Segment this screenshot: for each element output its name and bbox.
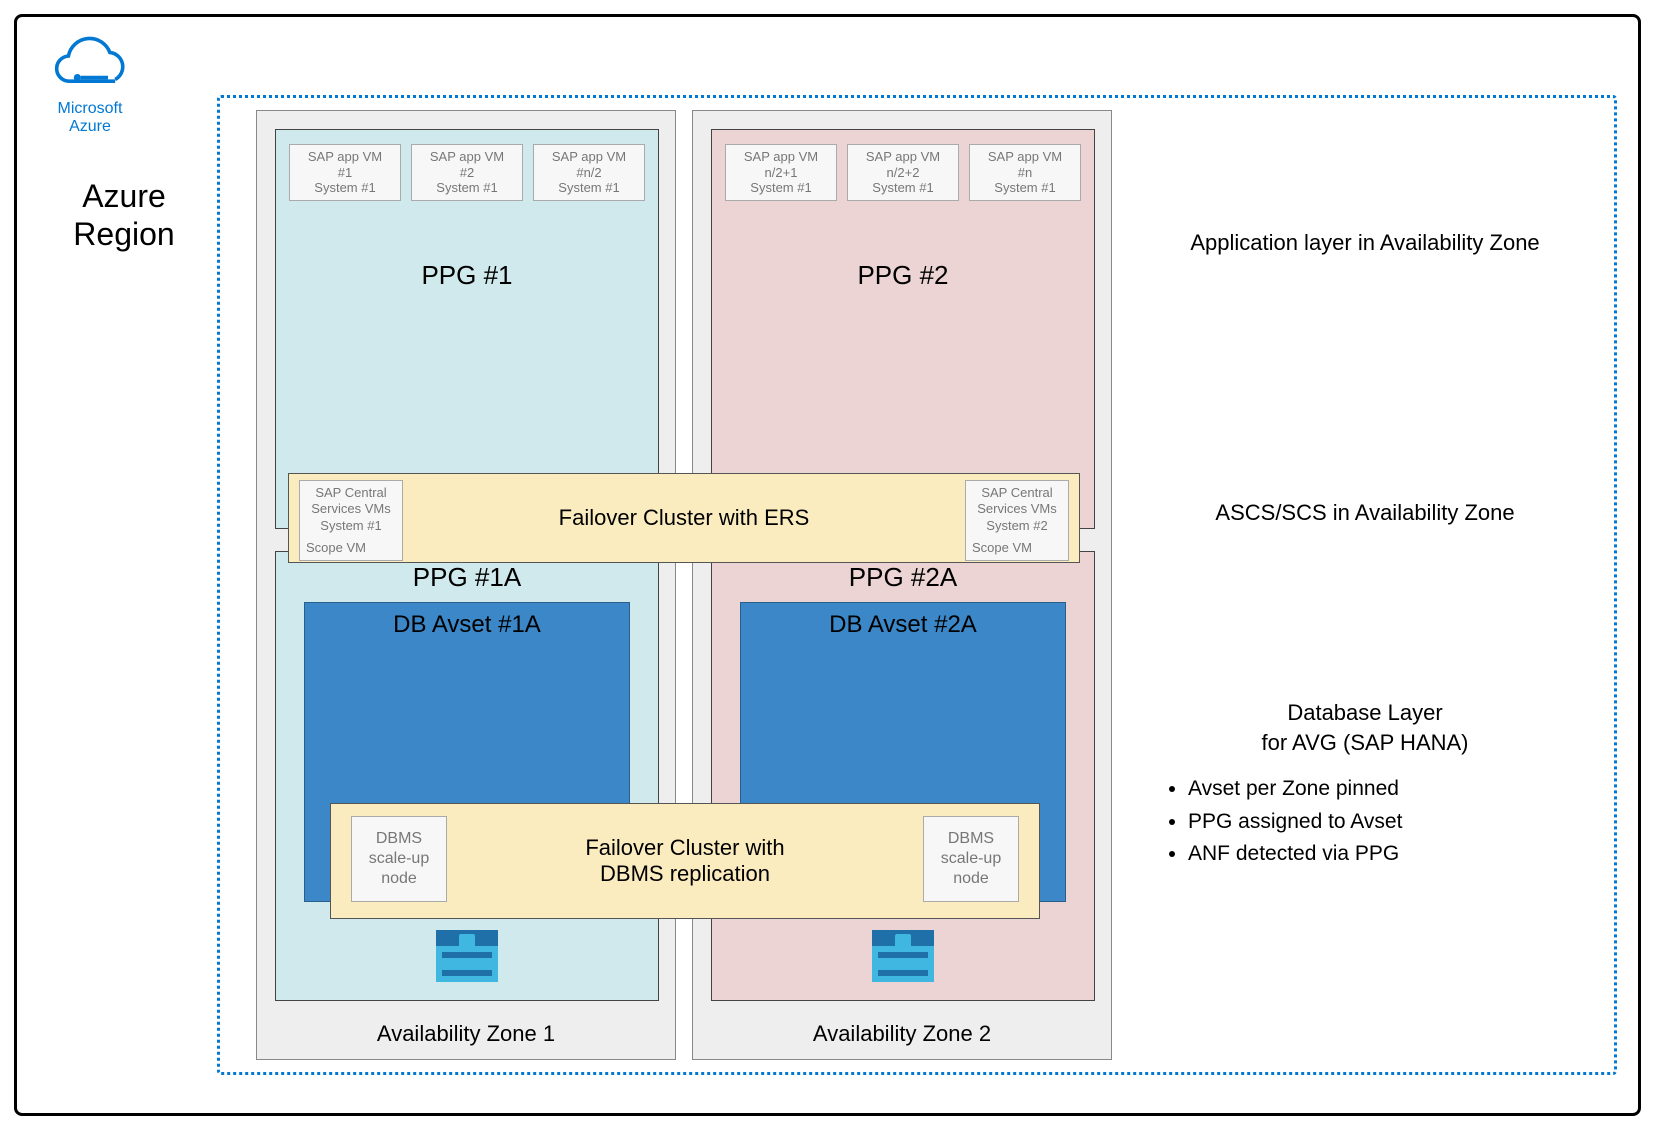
ppg-label: PPG #2 (712, 260, 1094, 291)
storage-icon (436, 930, 498, 982)
vm-line: System #1 (292, 180, 398, 196)
list-item: PPG assigned to Avset (1188, 808, 1580, 836)
ppg-label: PPG #2A (712, 562, 1094, 593)
vm-line: #n/2 (536, 165, 642, 181)
vm-line: SAP app VM (972, 149, 1078, 165)
ppg-2a: PPG #2A DB Avset #2A (711, 551, 1095, 1001)
annotation-db-title1: Database Layer (1150, 698, 1580, 728)
vm-line: System #1 (536, 180, 642, 196)
annotation-db-title2: for AVG (SAP HANA) (1150, 728, 1580, 758)
vm-line: System #1 (728, 180, 834, 196)
ppg-1: SAP app VM #1 System #1 SAP app VM #2 Sy… (275, 129, 659, 529)
ppg-label: PPG #1A (276, 562, 658, 593)
region-boundary: SAP app VM #1 System #1 SAP app VM #2 Sy… (217, 95, 1617, 1075)
vm-line: System #1 (414, 180, 520, 196)
outer-frame: Microsoft Azure Azure Region SAP app VM … (14, 14, 1641, 1116)
ppg-label: PPG #1 (276, 260, 658, 291)
ppg-1a: PPG #1A DB Avset #1A (275, 551, 659, 1001)
azure-logo: Microsoft Azure (45, 35, 135, 135)
vm-line: SAP app VM (414, 149, 520, 165)
failover-cluster-dbms: DBMS scale-up node Failover Cluster with… (330, 803, 1040, 919)
vm-line: SAP app VM (292, 149, 398, 165)
fo-line: SAP Central (972, 485, 1062, 501)
dbms-node-left: DBMS scale-up node (351, 816, 447, 902)
az-label: Availability Zone 1 (257, 1021, 675, 1047)
region-title: Azure Region (39, 177, 209, 254)
app-vm-row-z1: SAP app VM #1 System #1 SAP app VM #2 Sy… (288, 144, 646, 201)
dbms-node-right: DBMS scale-up node (923, 816, 1019, 902)
vm-line: n/2+1 (728, 165, 834, 181)
ppg-2: SAP app VM n/2+1 System #1 SAP app VM n/… (711, 129, 1095, 529)
fo-line: System #1 (306, 518, 396, 534)
fo-label-line: Failover Cluster with (585, 835, 784, 861)
fo-line: DBMS (358, 829, 440, 849)
vm-line: #n (972, 165, 1078, 181)
az-label: Availability Zone 2 (693, 1021, 1111, 1047)
fo-line: Scope VM (306, 540, 396, 556)
fo-line: DBMS (930, 829, 1012, 849)
vm-line: System #1 (850, 180, 956, 196)
storage-icon (872, 930, 934, 982)
vm-line: #2 (414, 165, 520, 181)
fo-line: scale-up (930, 849, 1012, 869)
app-vm: SAP app VM n/2+2 System #1 (847, 144, 959, 201)
fo-line: Services VMs (306, 501, 396, 517)
app-vm: SAP app VM #n System #1 (969, 144, 1081, 201)
vm-line: n/2+2 (850, 165, 956, 181)
failover-label: Failover Cluster with ERS (559, 505, 810, 531)
fo-line: System #2 (972, 518, 1062, 534)
brand-line2: Azure (45, 118, 135, 136)
fo-line: Scope VM (972, 540, 1062, 556)
vm-line: SAP app VM (536, 149, 642, 165)
list-item: ANF detected via PPG (1188, 840, 1580, 868)
app-vm: SAP app VM #2 System #1 (411, 144, 523, 201)
scs-vm-box-left: SAP Central Services VMs System #1 Scope… (299, 480, 403, 561)
app-vm-row-z2: SAP app VM n/2+1 System #1 SAP app VM n/… (724, 144, 1082, 201)
failover-cluster-ers: SAP Central Services VMs System #1 Scope… (288, 473, 1080, 563)
brand-line1: Microsoft (45, 100, 135, 118)
scs-vm-box-right: SAP Central Services VMs System #2 Scope… (965, 480, 1069, 561)
vm-line: SAP app VM (850, 149, 956, 165)
cloud-icon (45, 35, 135, 95)
fo-line: scale-up (358, 849, 440, 869)
fo-line: SAP Central (306, 485, 396, 501)
annotation-ascs: ASCS/SCS in Availability Zone (1150, 498, 1580, 528)
fo-line: Services VMs (972, 501, 1062, 517)
vm-line: System #1 (972, 180, 1078, 196)
app-vm: SAP app VM #n/2 System #1 (533, 144, 645, 201)
vm-line: SAP app VM (728, 149, 834, 165)
fo-label-line: DBMS replication (585, 861, 784, 887)
vm-line: #1 (292, 165, 398, 181)
failover-label: Failover Cluster with DBMS replication (585, 835, 784, 887)
app-vm: SAP app VM n/2+1 System #1 (725, 144, 837, 201)
fo-line: node (930, 869, 1012, 889)
app-vm: SAP app VM #1 System #1 (289, 144, 401, 201)
list-item: Avset per Zone pinned (1188, 775, 1580, 803)
fo-line: node (358, 869, 440, 889)
annotation-db: Database Layer for AVG (SAP HANA) Avset … (1150, 698, 1580, 872)
annotation-app-layer: Application layer in Availability Zone (1150, 228, 1580, 258)
annotation-db-list: Avset per Zone pinned PPG assigned to Av… (1150, 775, 1580, 868)
